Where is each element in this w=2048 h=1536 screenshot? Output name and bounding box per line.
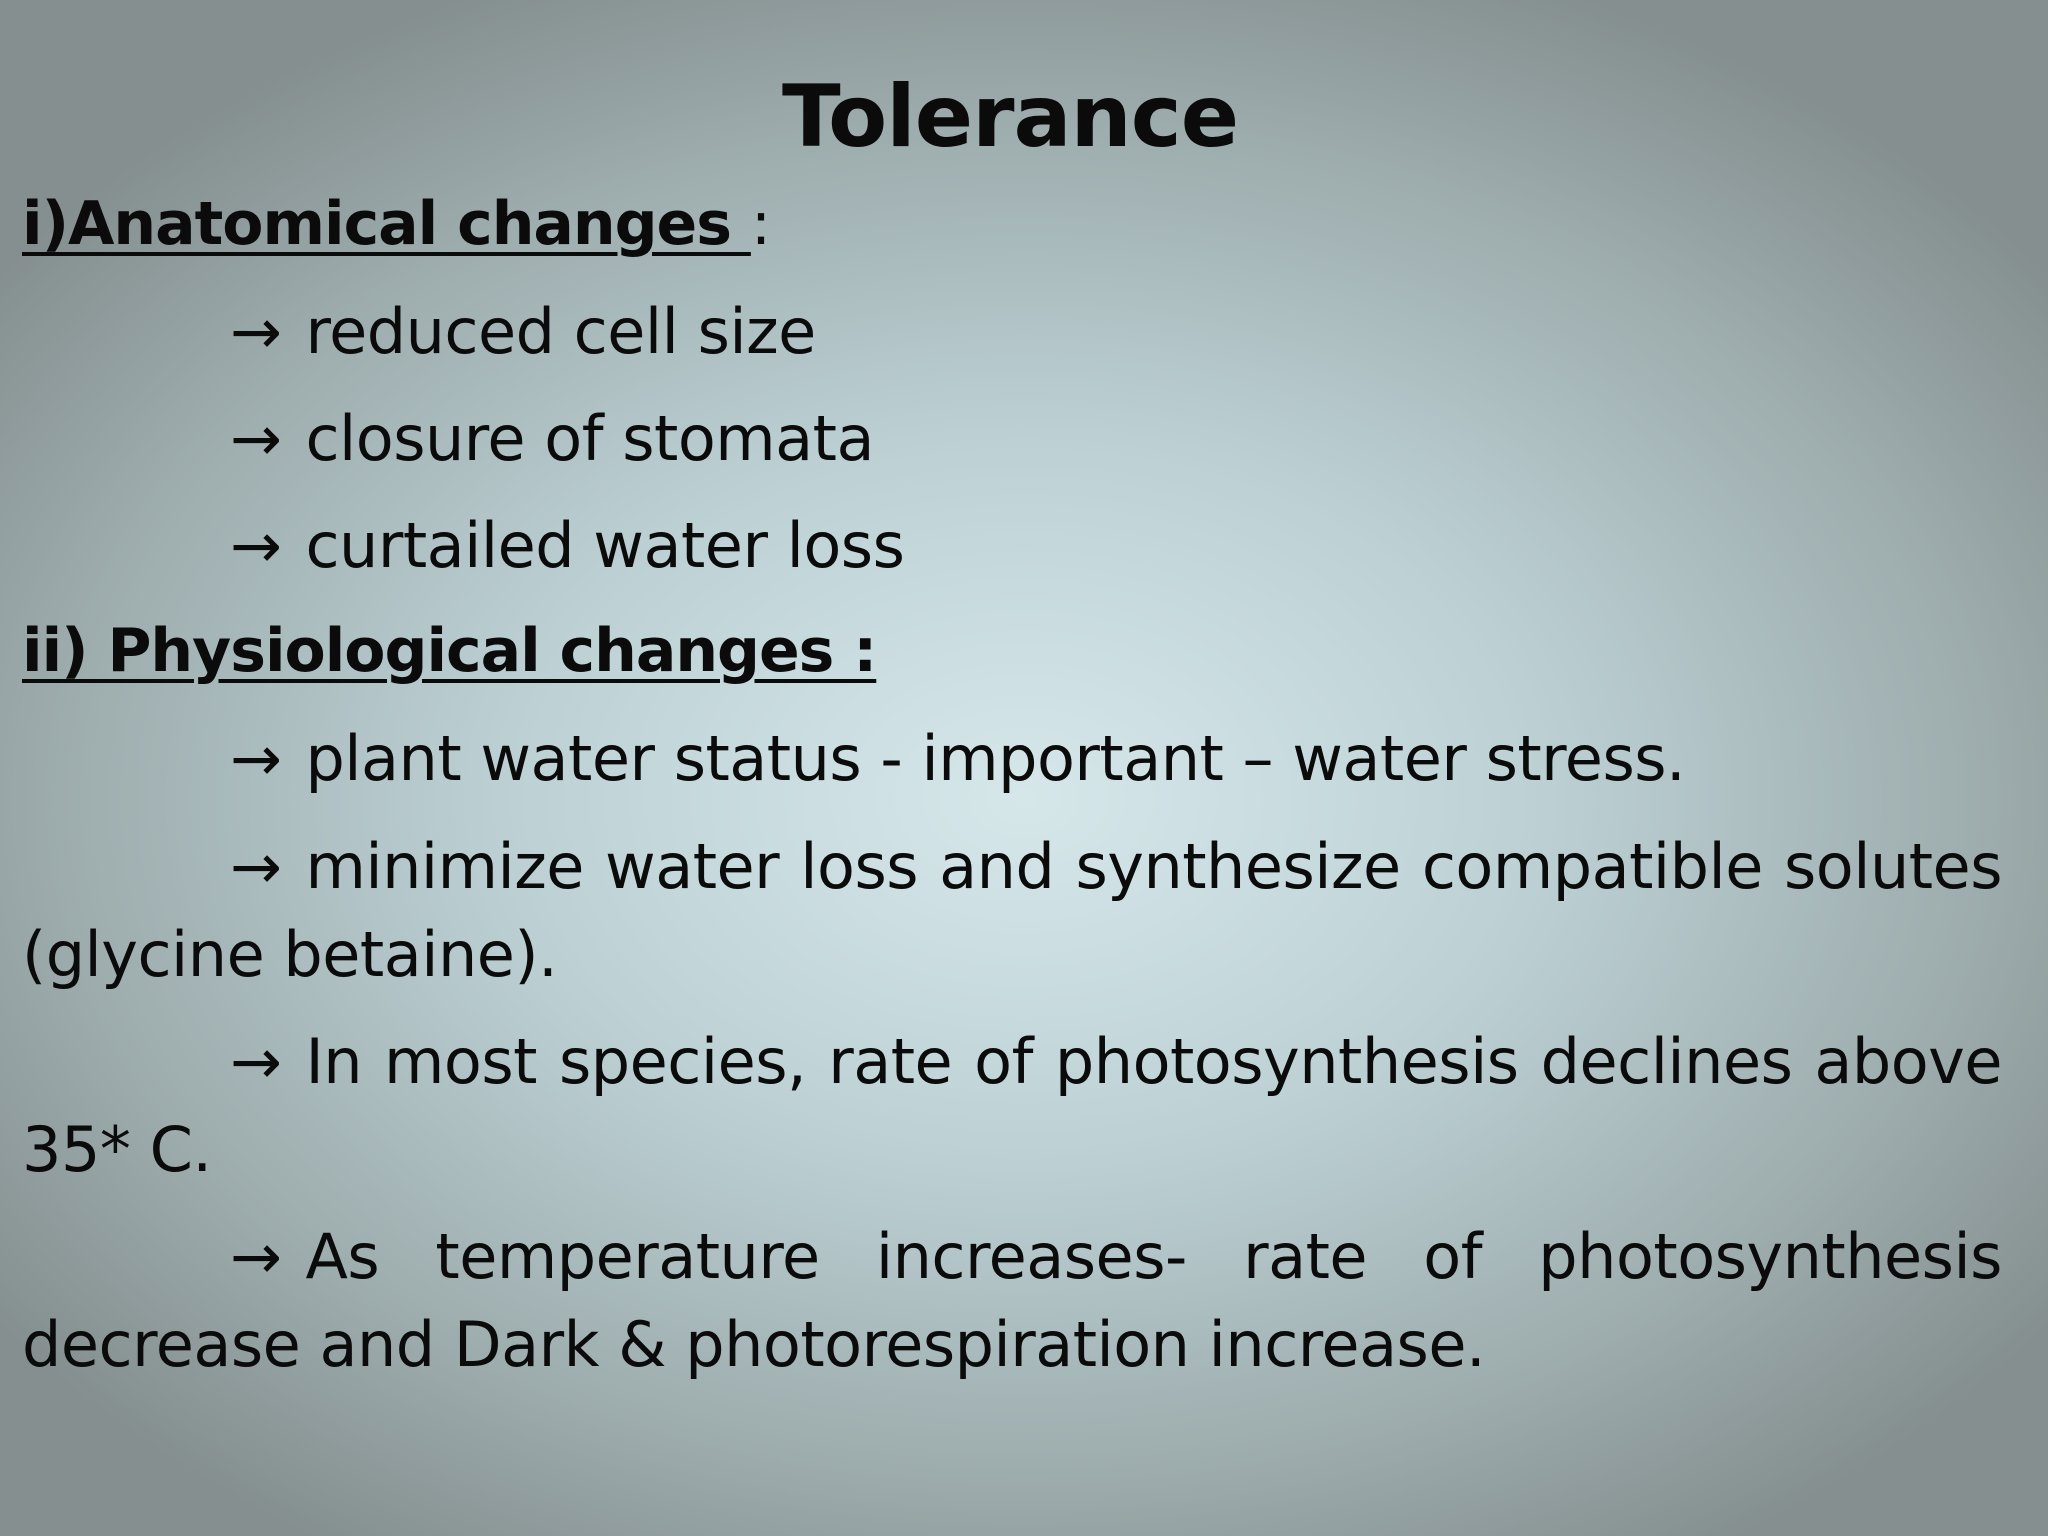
bullet-text: minimize water loss and synthesize compa… [22,830,2003,991]
section-heading-colon: : [750,189,771,259]
arrow-icon: → [230,295,282,368]
bullet-text: closure of stomata [305,402,874,475]
bullet-physiological-4: → As temperature increases- rate of photo… [22,1213,2003,1389]
bullet-text: curtailed water loss [305,509,905,582]
bullet-physiological-1: → plant water status - important – water … [230,722,1686,795]
bullet-physiological-2: → minimize water loss and synthesize comp… [22,823,2003,999]
section-heading-physiological: ii) Physiological changes : [22,616,877,686]
bullet-physiological-3: → In most species, rate of photosynthesis… [22,1018,2003,1194]
section-heading-anatomical: i)Anatomical changes : [22,189,771,259]
slide-title: Tolerance [781,67,1239,167]
bullet-text: As temperature increases- rate of photos… [22,1220,2003,1381]
bullet-anatomical-3: → curtailed water loss [230,509,905,582]
bullet-text: In most species, rate of photosynthesis … [22,1025,2003,1186]
bullet-anatomical-2: → closure of stomata [230,402,874,475]
section-heading-anatomical-text: i)Anatomical changes [22,189,751,259]
section-heading-physiological-text: ii) Physiological changes : [22,616,877,686]
arrow-icon: → [230,830,282,903]
bullet-anatomical-1: → reduced cell size [230,295,816,368]
arrow-icon: → [230,402,282,475]
bullet-text: reduced cell size [305,295,816,368]
arrow-icon: → [230,722,282,795]
arrow-icon: → [230,1025,282,1098]
arrow-icon: → [230,1220,282,1293]
bullet-text: plant water status - important – water s… [305,722,1686,795]
arrow-icon: → [230,509,282,582]
